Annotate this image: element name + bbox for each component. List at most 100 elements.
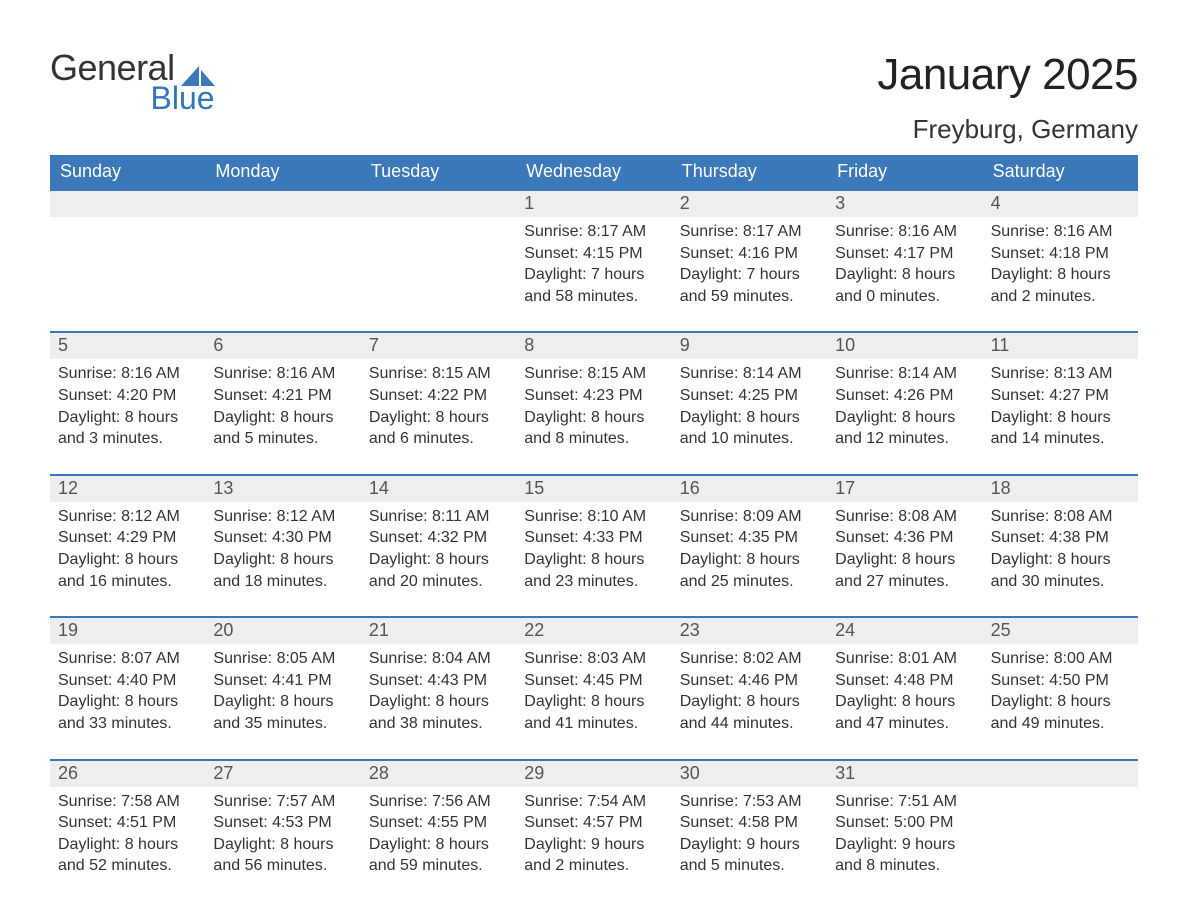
day-number: 21 xyxy=(361,618,516,644)
day-sunrise: Sunrise: 8:02 AM xyxy=(680,648,819,670)
day-sunrise: Sunrise: 8:08 AM xyxy=(991,506,1130,528)
day-daylight2: and 2 minutes. xyxy=(991,286,1130,308)
day-daylight2: and 58 minutes. xyxy=(524,286,663,308)
day-number: 22 xyxy=(516,618,671,644)
day-number: 30 xyxy=(672,761,827,787)
day-cell: Sunrise: 7:56 AMSunset: 4:55 PMDaylight:… xyxy=(361,787,516,883)
brand-logo: General Blue xyxy=(50,50,215,114)
day-cell: Sunrise: 7:54 AMSunset: 4:57 PMDaylight:… xyxy=(516,787,671,883)
day-daylight2: and 59 minutes. xyxy=(680,286,819,308)
day-daylight1: Daylight: 8 hours xyxy=(835,691,974,713)
day-sunset: Sunset: 4:35 PM xyxy=(680,527,819,549)
day-sunrise: Sunrise: 8:10 AM xyxy=(524,506,663,528)
day-sunrise: Sunrise: 8:04 AM xyxy=(369,648,508,670)
day-number xyxy=(983,761,1138,787)
day-sunrise: Sunrise: 8:14 AM xyxy=(835,363,974,385)
day-cell: Sunrise: 8:17 AMSunset: 4:15 PMDaylight:… xyxy=(516,217,671,313)
day-number: 29 xyxy=(516,761,671,787)
day-daylight2: and 16 minutes. xyxy=(58,571,197,593)
day-daylight2: and 6 minutes. xyxy=(369,428,508,450)
day-number: 6 xyxy=(205,333,360,359)
dow-thursday: Thursday xyxy=(672,155,827,189)
day-daylight2: and 38 minutes. xyxy=(369,713,508,735)
logo-text-blue: Blue xyxy=(142,82,215,114)
day-daylight2: and 3 minutes. xyxy=(58,428,197,450)
day-daylight2: and 12 minutes. xyxy=(835,428,974,450)
day-number: 13 xyxy=(205,476,360,502)
day-number: 23 xyxy=(672,618,827,644)
day-number: 28 xyxy=(361,761,516,787)
day-sunset: Sunset: 4:22 PM xyxy=(369,385,508,407)
day-number: 7 xyxy=(361,333,516,359)
day-number: 15 xyxy=(516,476,671,502)
day-cell: Sunrise: 8:09 AMSunset: 4:35 PMDaylight:… xyxy=(672,502,827,598)
dow-tuesday: Tuesday xyxy=(361,155,516,189)
day-sunrise: Sunrise: 8:16 AM xyxy=(58,363,197,385)
day-daylight1: Daylight: 8 hours xyxy=(524,549,663,571)
day-number xyxy=(205,191,360,217)
day-cell: Sunrise: 7:57 AMSunset: 4:53 PMDaylight:… xyxy=(205,787,360,883)
day-number: 4 xyxy=(983,191,1138,217)
day-sunset: Sunset: 4:45 PM xyxy=(524,670,663,692)
day-number: 27 xyxy=(205,761,360,787)
day-sunrise: Sunrise: 8:03 AM xyxy=(524,648,663,670)
day-cell: Sunrise: 8:17 AMSunset: 4:16 PMDaylight:… xyxy=(672,217,827,313)
day-sunrise: Sunrise: 7:58 AM xyxy=(58,791,197,813)
day-sunset: Sunset: 4:26 PM xyxy=(835,385,974,407)
daynum-band: 567891011 xyxy=(50,333,1138,359)
day-daylight1: Daylight: 9 hours xyxy=(680,834,819,856)
day-cell: Sunrise: 8:16 AMSunset: 4:18 PMDaylight:… xyxy=(983,217,1138,313)
dow-friday: Friday xyxy=(827,155,982,189)
day-cell: Sunrise: 8:16 AMSunset: 4:21 PMDaylight:… xyxy=(205,359,360,455)
day-daylight1: Daylight: 8 hours xyxy=(680,691,819,713)
day-daylight2: and 59 minutes. xyxy=(369,855,508,877)
calendar: Sunday Monday Tuesday Wednesday Thursday… xyxy=(50,155,1138,883)
day-sunset: Sunset: 4:21 PM xyxy=(213,385,352,407)
day-of-week-header: Sunday Monday Tuesday Wednesday Thursday… xyxy=(50,155,1138,189)
day-sunset: Sunset: 4:55 PM xyxy=(369,812,508,834)
day-daylight1: Daylight: 8 hours xyxy=(58,549,197,571)
day-cell: Sunrise: 8:16 AMSunset: 4:20 PMDaylight:… xyxy=(50,359,205,455)
day-daylight1: Daylight: 8 hours xyxy=(835,264,974,286)
day-sunrise: Sunrise: 8:01 AM xyxy=(835,648,974,670)
day-daylight2: and 5 minutes. xyxy=(213,428,352,450)
daynum-band: 1234 xyxy=(50,191,1138,217)
day-sunset: Sunset: 4:48 PM xyxy=(835,670,974,692)
dow-sunday: Sunday xyxy=(50,155,205,189)
day-daylight2: and 35 minutes. xyxy=(213,713,352,735)
day-daylight1: Daylight: 8 hours xyxy=(835,407,974,429)
dow-saturday: Saturday xyxy=(983,155,1138,189)
day-daylight1: Daylight: 8 hours xyxy=(524,407,663,429)
day-cell: Sunrise: 8:07 AMSunset: 4:40 PMDaylight:… xyxy=(50,644,205,740)
day-daylight2: and 41 minutes. xyxy=(524,713,663,735)
day-cell: Sunrise: 7:58 AMSunset: 4:51 PMDaylight:… xyxy=(50,787,205,883)
day-sunset: Sunset: 4:40 PM xyxy=(58,670,197,692)
day-sunrise: Sunrise: 8:07 AM xyxy=(58,648,197,670)
day-cell: Sunrise: 8:10 AMSunset: 4:33 PMDaylight:… xyxy=(516,502,671,598)
day-daylight2: and 49 minutes. xyxy=(991,713,1130,735)
day-sunset: Sunset: 4:23 PM xyxy=(524,385,663,407)
logo-row-1: General xyxy=(50,50,215,86)
day-sunset: Sunset: 4:25 PM xyxy=(680,385,819,407)
day-sunrise: Sunrise: 8:16 AM xyxy=(835,221,974,243)
day-daylight1: Daylight: 8 hours xyxy=(369,834,508,856)
day-daylight1: Daylight: 8 hours xyxy=(213,407,352,429)
day-daylight2: and 30 minutes. xyxy=(991,571,1130,593)
dow-monday: Monday xyxy=(205,155,360,189)
day-number xyxy=(361,191,516,217)
day-number: 19 xyxy=(50,618,205,644)
day-daylight1: Daylight: 8 hours xyxy=(680,407,819,429)
week-row: 12131415161718Sunrise: 8:12 AMSunset: 4:… xyxy=(50,474,1138,598)
day-sunset: Sunset: 4:30 PM xyxy=(213,527,352,549)
day-cell: Sunrise: 8:15 AMSunset: 4:23 PMDaylight:… xyxy=(516,359,671,455)
day-cell: Sunrise: 7:53 AMSunset: 4:58 PMDaylight:… xyxy=(672,787,827,883)
day-sunrise: Sunrise: 8:17 AM xyxy=(680,221,819,243)
day-sunrise: Sunrise: 8:00 AM xyxy=(991,648,1130,670)
day-sunset: Sunset: 4:36 PM xyxy=(835,527,974,549)
day-sunrise: Sunrise: 8:17 AM xyxy=(524,221,663,243)
day-cell: Sunrise: 8:14 AMSunset: 4:26 PMDaylight:… xyxy=(827,359,982,455)
day-sunset: Sunset: 4:29 PM xyxy=(58,527,197,549)
day-daylight2: and 8 minutes. xyxy=(835,855,974,877)
day-sunset: Sunset: 4:53 PM xyxy=(213,812,352,834)
day-sunrise: Sunrise: 8:14 AM xyxy=(680,363,819,385)
